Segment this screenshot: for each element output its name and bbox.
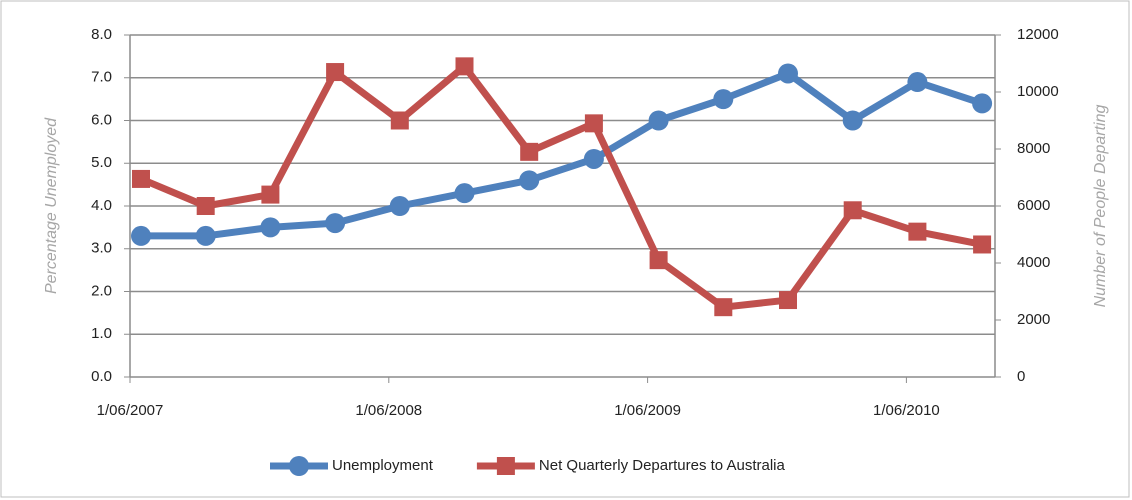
y-tick-label: 8.0 — [91, 26, 112, 43]
legend-label: Unemployment — [332, 457, 434, 474]
point — [454, 183, 475, 204]
point — [520, 142, 539, 161]
y2-axis-title: Number of People Departing — [1092, 105, 1109, 308]
point — [455, 57, 474, 76]
y-tick-label: 7.0 — [91, 69, 112, 86]
point — [261, 185, 280, 204]
point — [519, 170, 540, 191]
y2-tick-label: 12000 — [1017, 26, 1059, 43]
point — [389, 196, 410, 216]
legend-marker — [289, 456, 309, 476]
point — [132, 169, 150, 188]
point — [260, 217, 281, 238]
point — [972, 93, 993, 114]
y2-tick-label: 0 — [1017, 368, 1025, 385]
point — [131, 225, 151, 246]
y2-tick-label: 4000 — [1017, 254, 1050, 271]
point — [583, 148, 604, 169]
x-tick-label: 1/06/2008 — [355, 402, 422, 419]
point — [973, 235, 992, 254]
y-tick-label: 1.0 — [91, 325, 112, 342]
point — [907, 72, 928, 93]
y2-tick-label: 2000 — [1017, 311, 1050, 328]
y-tick-label: 5.0 — [91, 154, 112, 171]
point — [325, 213, 346, 234]
y-tick-label: 2.0 — [91, 282, 112, 299]
point — [195, 225, 216, 246]
point — [842, 110, 863, 131]
point — [326, 63, 345, 82]
legend-label: Net Quarterly Departures to Australia — [539, 457, 786, 474]
point — [649, 251, 668, 270]
point — [648, 110, 669, 131]
x-tick-label: 1/06/2010 — [873, 402, 940, 419]
point — [390, 111, 409, 130]
y2-tick-label: 6000 — [1017, 197, 1050, 214]
y2-tick-label: 8000 — [1017, 140, 1050, 157]
y2-tick-label: 10000 — [1017, 83, 1059, 100]
y-tick-label: 3.0 — [91, 240, 112, 257]
y-axis-title: Percentage Unemployed — [43, 117, 60, 294]
y-tick-label: 6.0 — [91, 111, 112, 128]
y-tick-label: 4.0 — [91, 197, 112, 214]
point — [196, 197, 215, 215]
point — [779, 291, 797, 310]
series-line — [139, 62, 983, 311]
point — [843, 201, 862, 220]
series-line — [141, 69, 984, 240]
point — [908, 222, 927, 241]
point — [778, 63, 798, 84]
x-tick-label: 1/06/2007 — [97, 402, 164, 419]
point — [584, 114, 603, 133]
legend-marker — [496, 457, 515, 475]
point — [714, 298, 733, 317]
x-tick-label: 1/06/2009 — [614, 402, 681, 419]
y-tick-label: 0.0 — [91, 368, 112, 385]
point — [713, 89, 734, 110]
